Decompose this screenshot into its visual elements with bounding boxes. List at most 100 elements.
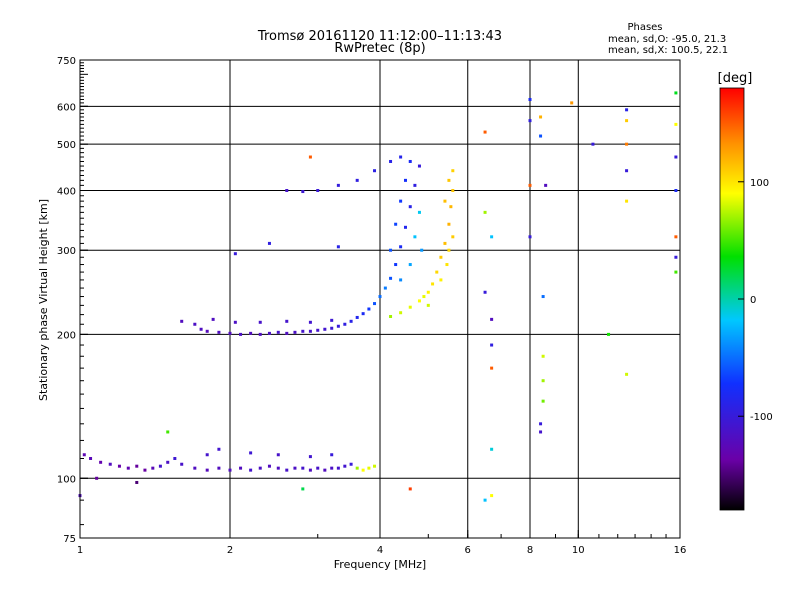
info-line-1: mean, sd,O: -95.0, 21.3	[608, 34, 726, 45]
echo-point	[336, 245, 340, 249]
echo-point	[399, 245, 403, 249]
echo-point	[117, 464, 121, 468]
y-tick-label: 200	[57, 330, 76, 341]
echo-point	[323, 327, 327, 331]
x-tick-label: 6	[465, 545, 471, 556]
echo-point	[301, 466, 305, 470]
echo-point	[408, 159, 412, 163]
echo-point	[249, 451, 253, 455]
echo-point	[293, 330, 297, 334]
echo-point	[528, 119, 532, 123]
echo-point	[276, 453, 280, 457]
colorbar-tick-label: 0	[750, 295, 756, 306]
echo-point	[490, 317, 494, 321]
echo-point	[308, 155, 312, 159]
x-tick-label: 16	[674, 545, 687, 556]
echo-point	[625, 372, 629, 376]
echo-point	[394, 222, 398, 226]
echo-point	[539, 422, 543, 426]
echo-point	[233, 252, 237, 256]
y-tick-label: 500	[57, 140, 76, 151]
echo-point	[336, 183, 340, 187]
echo-point	[426, 290, 430, 294]
echo-point	[490, 343, 494, 347]
echo-point	[674, 155, 678, 159]
echo-point	[451, 169, 455, 173]
echo-point	[389, 276, 393, 280]
echo-point	[439, 278, 443, 282]
echo-point	[408, 487, 412, 491]
echo-point	[349, 319, 353, 323]
echo-point	[258, 320, 262, 324]
x-tick-label: 4	[377, 545, 383, 556]
info-heading: Phases	[627, 22, 662, 33]
echo-point	[180, 462, 184, 466]
y-tick-label: 100	[57, 474, 76, 485]
echo-point	[355, 178, 359, 182]
echo-point	[108, 462, 112, 466]
echo-point	[394, 263, 398, 267]
echo-point	[336, 466, 340, 470]
echo-point	[417, 210, 421, 214]
echo-point	[285, 319, 289, 323]
y-axis-label: Stationary phase Virtual Height [km]	[37, 199, 50, 401]
x-tick-label: 1	[77, 545, 83, 556]
echo-point	[166, 460, 170, 464]
echo-point	[373, 464, 377, 468]
echo-point	[447, 248, 451, 252]
y-tick-label: 75	[63, 534, 76, 545]
echo-point	[308, 329, 312, 333]
echo-point	[361, 312, 365, 316]
echo-point	[205, 329, 209, 333]
echo-point	[674, 91, 678, 95]
echo-point	[389, 248, 393, 252]
echo-point	[228, 331, 232, 335]
echo-point	[316, 328, 320, 332]
echo-point	[399, 278, 403, 282]
echo-point	[205, 453, 209, 457]
echo-point	[483, 498, 487, 502]
echo-point	[389, 314, 393, 318]
colorbar-label: [deg]	[718, 71, 753, 86]
echo-point	[173, 456, 177, 460]
echo-point	[367, 466, 371, 470]
echo-point	[490, 366, 494, 370]
echo-point	[420, 248, 424, 252]
echo-point	[528, 98, 532, 102]
colorbar-ticks: 100 0 -100	[738, 178, 773, 423]
echo-point	[490, 235, 494, 239]
echo-point	[316, 188, 320, 192]
echo-point	[541, 354, 545, 358]
echo-point	[199, 327, 203, 331]
echo-point	[258, 332, 262, 336]
echo-point	[82, 453, 86, 457]
echo-point	[408, 205, 412, 209]
echo-point	[625, 142, 629, 146]
x-axis-label: Frequency [MHz]	[334, 558, 426, 571]
y-tick-label: 750	[57, 56, 76, 67]
x-tick-label: 2	[227, 545, 233, 556]
echo-point	[417, 164, 421, 168]
echo-point	[625, 119, 629, 123]
echo-point	[151, 466, 155, 470]
echo-point	[308, 468, 312, 472]
echo-point	[447, 222, 451, 226]
colorbar-tick-label: 100	[750, 178, 769, 189]
echo-point	[233, 320, 237, 324]
echo-point	[591, 142, 595, 146]
echo-point	[625, 108, 629, 112]
echo-point	[135, 464, 139, 468]
echo-point	[417, 299, 421, 303]
echo-point	[426, 303, 430, 307]
echo-point	[539, 115, 543, 119]
echo-point	[323, 468, 327, 472]
echo-point	[674, 188, 678, 192]
echo-point	[378, 295, 382, 299]
echo-point	[403, 178, 407, 182]
echo-point	[408, 305, 412, 309]
echo-point	[367, 307, 371, 311]
echo-point	[239, 332, 243, 336]
chart-subtitle: RwPretec (8p)	[334, 41, 425, 56]
echo-point	[451, 235, 455, 239]
